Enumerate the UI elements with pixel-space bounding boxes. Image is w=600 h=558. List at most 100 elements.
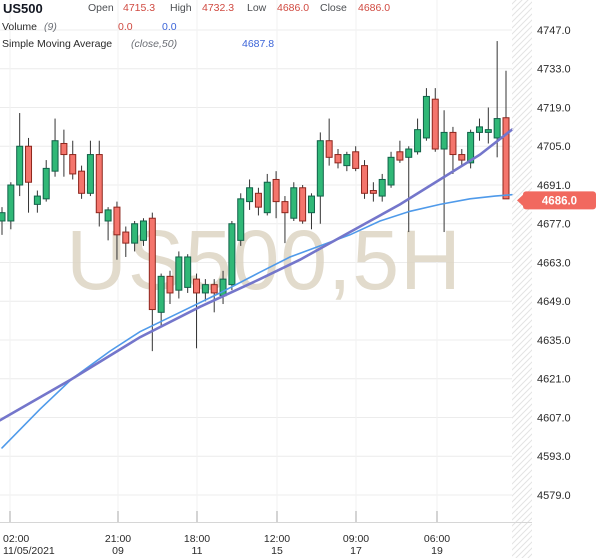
candle-down (281, 196, 289, 244)
candle-down (431, 88, 439, 152)
candle-up (378, 173, 386, 202)
candle-down (369, 182, 377, 202)
low-label: Low (247, 2, 267, 14)
last-price-value: 4686.0 (542, 195, 577, 207)
price-axis-label: 4593.0 (537, 451, 571, 463)
candle-down (458, 149, 466, 166)
candle-up (184, 254, 192, 293)
time-axis-label: 02:00 (3, 533, 29, 545)
gridlines (0, 0, 512, 522)
candle-down (396, 140, 404, 163)
last-price-badge: 4686.0 (517, 191, 596, 210)
time-axis-date-label: 19 (431, 545, 443, 557)
price-axis-label: 4663.0 (537, 257, 571, 269)
trendline[interactable] (0, 128, 514, 422)
candle-up (263, 173, 271, 216)
candle-up (405, 146, 413, 233)
candle-down (361, 160, 369, 199)
candle-up (422, 88, 430, 141)
candle-up (307, 193, 315, 230)
candle-up (86, 140, 94, 197)
candle-up (343, 151, 351, 172)
candle-up (7, 182, 15, 230)
candle-up (175, 251, 183, 299)
price-axis-label: 4719.0 (537, 102, 571, 114)
candle-up (440, 110, 448, 233)
time-axis-date-label: 09 (112, 545, 124, 557)
time-axis-date-label: 11/05/2021 (3, 545, 55, 557)
price-axis[interactable]: 4747.0 4733.0 4719.0 4705.0 4691.0 4677.0 4663… (537, 25, 571, 502)
open-label: Open (88, 2, 114, 14)
candle-down (272, 171, 280, 219)
candle-up (33, 190, 41, 213)
price-axis-label: 4677.0 (537, 219, 571, 231)
candle-up (484, 107, 492, 144)
price-axis-label: 4621.0 (537, 374, 571, 386)
out-of-range-hatch (512, 0, 532, 558)
candle-down (449, 126, 457, 174)
time-axis-date-label: 15 (271, 545, 283, 557)
candle-down (254, 187, 262, 216)
price-axis-label: 4607.0 (537, 412, 571, 424)
candle-down (69, 140, 77, 180)
candle-up (475, 118, 483, 141)
legend-row-sma: Simple Moving Average (close,50) 4687.8 (0, 38, 600, 53)
price-axis-label: 4733.0 (537, 64, 571, 76)
candle-down (148, 212, 156, 352)
time-axis-date-label: 17 (350, 545, 362, 557)
candle-up (42, 160, 50, 202)
candle-down (25, 137, 33, 213)
sma-value: 4687.8 (242, 38, 275, 50)
sma-line (1, 193, 513, 449)
time-axis-label: 21:00 (105, 533, 131, 545)
sma-indicator-param: (close,50) (131, 38, 178, 50)
candle-up (51, 118, 59, 177)
open-value: 4715.3 (123, 2, 156, 14)
close-label: Close (320, 2, 347, 14)
candle-up (290, 182, 298, 221)
candle-down (299, 185, 307, 224)
price-axis-label: 4747.0 (537, 25, 571, 37)
price-axis-label: 4579.0 (537, 490, 571, 502)
candle-up (414, 118, 422, 155)
symbol-title[interactable]: US500 (3, 1, 43, 16)
sma-indicator-label[interactable]: Simple Moving Average (2, 38, 113, 50)
legend-row-ohlc: US500 Open 4715.3 High 4732.3 Low 4686.0… (0, 1, 600, 17)
candle-down (334, 149, 342, 169)
candle-down (113, 201, 121, 260)
candle-up (16, 113, 24, 197)
candle-up (228, 220, 236, 291)
time-axis-date-label: 11 (192, 545, 203, 557)
time-axis-label: 12:00 (264, 533, 290, 545)
candle-up (387, 151, 395, 188)
candle-up (201, 279, 209, 302)
candle-down (166, 270, 174, 305)
legend-row-volume: Volume (9) 0.0 0.0 (0, 21, 600, 36)
price-axis-label: 4691.0 (537, 180, 571, 192)
candle-down (78, 165, 86, 199)
high-label: High (170, 2, 192, 14)
time-axis-label: 06:00 (424, 533, 450, 545)
close-value: 4686.0 (358, 2, 391, 14)
volume-indicator-label[interactable]: Volume (2, 21, 38, 33)
candle-up (0, 207, 6, 235)
price-axis-label: 4635.0 (537, 335, 571, 347)
time-axis-label: 09:00 (343, 533, 369, 545)
candle-up (316, 132, 324, 224)
candle-up (139, 218, 147, 246)
high-value: 4732.3 (202, 2, 235, 14)
candle-down (60, 129, 68, 177)
candle-down (122, 226, 130, 257)
candle-down (325, 118, 333, 166)
price-axis-label: 4705.0 (537, 141, 571, 153)
candles-layer[interactable] (0, 41, 510, 352)
candle-up (237, 193, 245, 246)
candle-up (493, 41, 501, 158)
candle-up (157, 273, 165, 327)
volume-indicator-param: (9) (44, 21, 57, 33)
time-axis-label: 18:00 (184, 533, 210, 545)
candle-up (104, 207, 112, 241)
